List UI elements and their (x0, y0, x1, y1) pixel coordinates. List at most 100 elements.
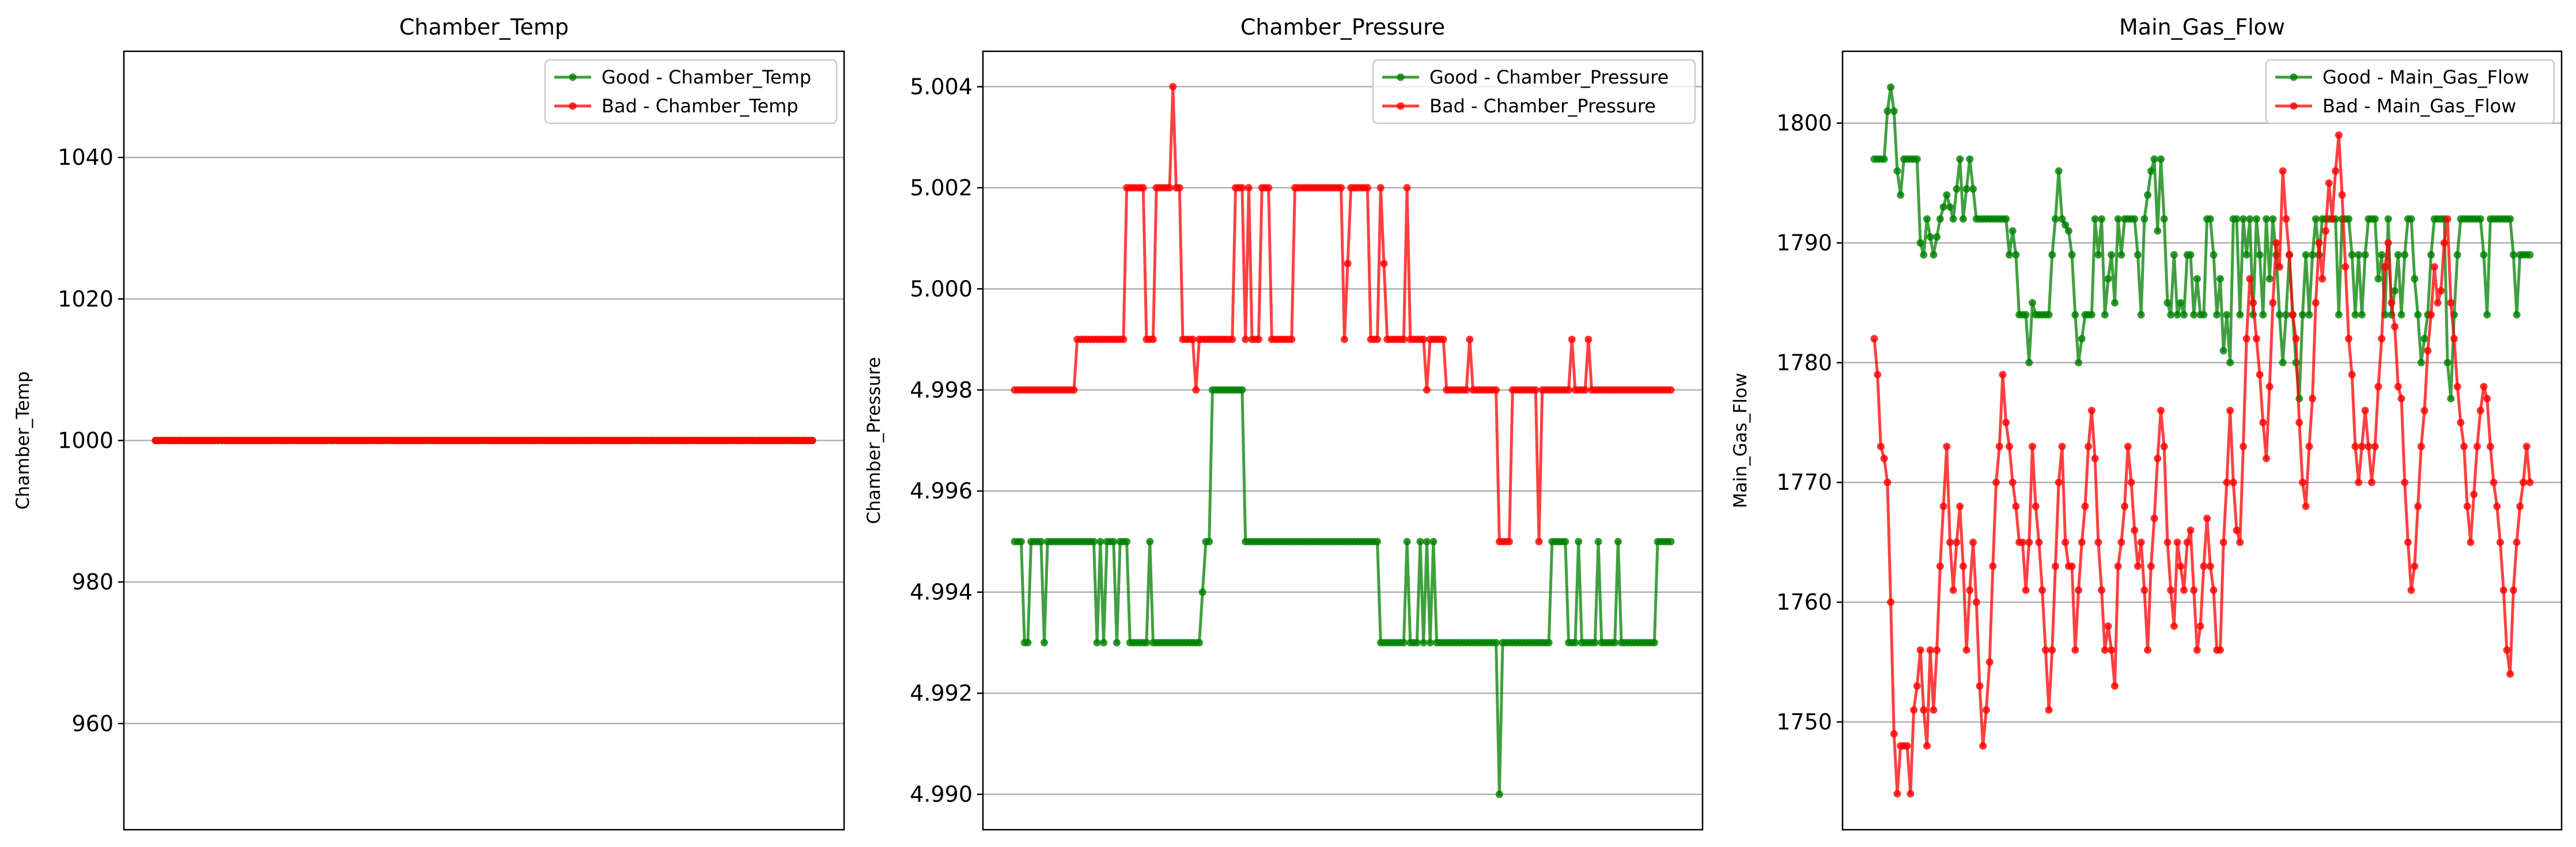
legend: Good - Chamber_Pressure Bad - Chamber_Pre… (1372, 59, 1696, 124)
data-point (2163, 538, 2172, 546)
data-point (2305, 311, 2313, 319)
data-point (2486, 443, 2494, 451)
data-point (2183, 538, 2191, 546)
data-point (2219, 347, 2227, 355)
data-point (1939, 203, 1947, 211)
data-point (2513, 311, 2521, 319)
data-point (2279, 358, 2287, 366)
data-point (2052, 562, 2059, 570)
data-point (2131, 526, 2139, 534)
data-point (2104, 622, 2112, 630)
data-point (2029, 443, 2036, 451)
data-point (1495, 791, 1503, 799)
data-point (2480, 251, 2488, 259)
data-point (1880, 455, 1888, 463)
data-point (2078, 538, 2086, 546)
data-point (2309, 251, 2317, 259)
data-point (2263, 215, 2270, 223)
y-tick-label: 1780 (1776, 350, 1832, 375)
y-tick-label: 980 (71, 569, 114, 595)
data-point (1100, 638, 1107, 646)
data-point (1037, 538, 1045, 546)
data-point (2509, 586, 2517, 594)
data-point (1492, 638, 1500, 646)
plot-frame (123, 50, 845, 831)
data-point (1340, 335, 1348, 343)
data-point (2180, 311, 2188, 319)
data-point (1123, 538, 1131, 546)
data-point (2368, 478, 2375, 486)
data-point (2358, 311, 2366, 319)
data-point (1939, 502, 1947, 511)
data-point (1119, 335, 1128, 343)
chart-title: Main_Gas_Flow (2119, 14, 2285, 40)
legend-frame (1372, 59, 1696, 124)
data-point (1946, 538, 1954, 546)
data-point (2371, 215, 2379, 223)
data-point (2424, 347, 2432, 355)
data-point (2312, 299, 2320, 307)
data-point (2263, 455, 2270, 463)
data-point (2378, 251, 2386, 259)
data-point (2187, 251, 2195, 259)
data-point (2351, 443, 2359, 451)
data-point (2098, 586, 2106, 594)
legend: Good - Main_Gas_Flow Bad - Main_Gas_Flow (2265, 59, 2555, 124)
data-point (1966, 586, 1974, 594)
data-point (1531, 386, 1539, 394)
data-point (1936, 562, 1944, 570)
data-point (2259, 311, 2267, 319)
chart-panel-1: 960 980 1000 1020 1040 Chamber_Temp Chamber_Te… (13, 14, 845, 831)
data-point (1877, 443, 1885, 451)
data-point (1949, 586, 1957, 594)
data-point (2216, 275, 2224, 283)
data-point (2279, 167, 2287, 175)
data-point (1966, 155, 1974, 163)
data-point (2437, 287, 2445, 295)
data-point (2150, 155, 2158, 163)
data-point (1198, 588, 1206, 596)
data-point (2213, 311, 2221, 319)
series-line (1873, 134, 2532, 796)
data-point (2061, 538, 2070, 546)
data-point (1982, 706, 1990, 714)
data-point (1568, 335, 1576, 343)
data-point (1916, 239, 1924, 247)
data-point (1344, 260, 1352, 267)
data-point (2022, 311, 2030, 319)
data-point (2256, 251, 2264, 259)
plot-frame (982, 50, 1704, 831)
y-tick-label: 1770 (1776, 470, 1832, 495)
data-point (1992, 478, 2000, 486)
data-point (2167, 586, 2175, 594)
data-point (1189, 335, 1197, 343)
data-point (2101, 646, 2109, 654)
data-point (2041, 646, 2049, 654)
legend-entry: Good - Main_Gas_Flow (2322, 66, 2529, 88)
chart-title: Chamber_Pressure (1240, 14, 1445, 40)
data-point (2269, 215, 2277, 223)
data-point (1985, 658, 1994, 666)
data-point (2374, 383, 2382, 391)
data-point (2117, 251, 2125, 259)
data-point (2496, 538, 2504, 546)
data-point (1535, 538, 1543, 546)
data-point (2236, 311, 2244, 319)
data-point (2480, 383, 2488, 391)
data-point (808, 437, 816, 444)
data-point (2282, 215, 2290, 223)
data-point (2137, 538, 2145, 546)
data-point (2127, 478, 2135, 486)
data-point (2417, 443, 2425, 451)
data-point (2371, 443, 2379, 451)
data-point (1870, 335, 1878, 343)
data-point (1466, 335, 1474, 343)
data-point (2325, 179, 2333, 187)
data-point (2144, 191, 2152, 199)
data-point (1962, 185, 1970, 193)
y-axis-label: Main_Gas_Flow (1730, 373, 1751, 508)
y-tick-label: 4.990 (910, 782, 973, 807)
data-point (2391, 287, 2399, 295)
data-point (2091, 455, 2099, 463)
data-point (2098, 215, 2106, 223)
